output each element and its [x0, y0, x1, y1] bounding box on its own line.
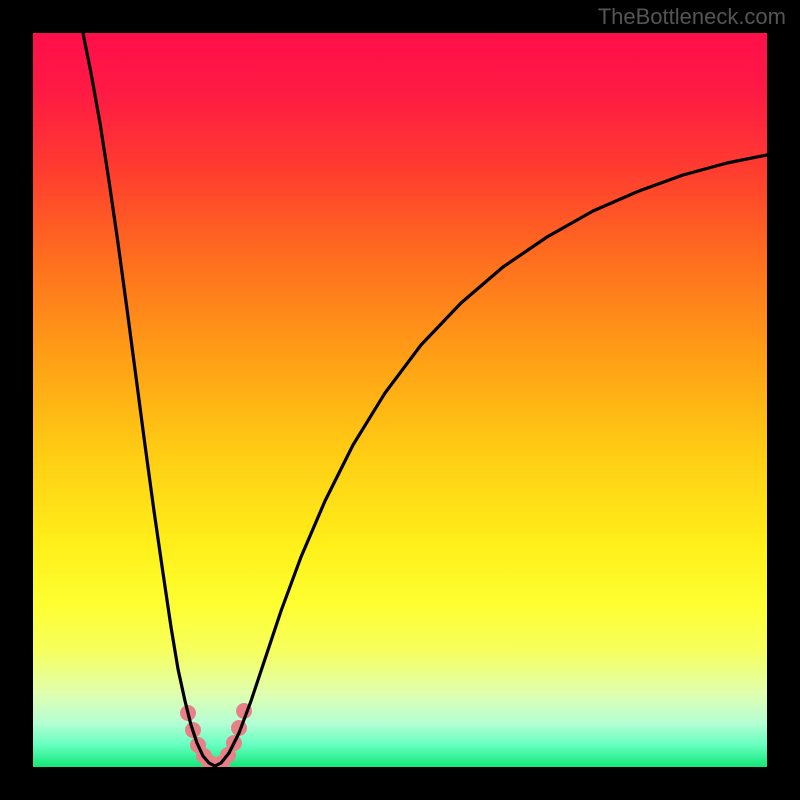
watermark-text: TheBottleneck.com: [598, 4, 786, 30]
dip-markers: [180, 703, 252, 767]
curve-left-branch: [83, 33, 215, 766]
curve-right-branch: [215, 155, 767, 766]
curve-layer: [33, 33, 767, 767]
plot-area: [33, 33, 767, 767]
chart-frame: TheBottleneck.com: [0, 0, 800, 800]
